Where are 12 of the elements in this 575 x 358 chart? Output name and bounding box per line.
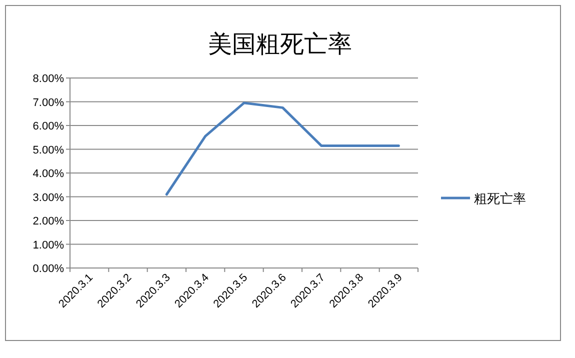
y-tick-label: 1.00% [32, 239, 64, 252]
y-tick-label: 4.00% [32, 168, 64, 180]
y-tick-label: 6.00% [32, 120, 64, 132]
line-series [165, 102, 400, 196]
chart-title: 美国粗死亡率 [208, 30, 352, 58]
y-tick-label: 0.00% [32, 263, 64, 275]
y-tick-label: 8.00% [32, 73, 64, 85]
legend-label: 粗死亡率 [474, 191, 526, 206]
y-tick-label: 7.00% [32, 96, 64, 109]
y-tick-label: 3.00% [32, 192, 64, 204]
y-tick-label: 5.00% [32, 144, 64, 156]
y-tick-label: 2.00% [32, 216, 64, 228]
